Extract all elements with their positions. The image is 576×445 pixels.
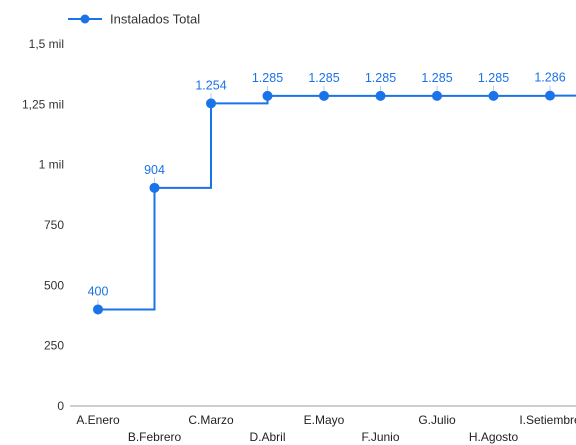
x-tick-label-6: G.Julio	[418, 413, 456, 427]
data-point-7[interactable]	[488, 90, 499, 101]
data-label-1: 904	[144, 163, 165, 177]
data-point-8[interactable]	[545, 90, 555, 101]
y-tick-label-3: 750	[44, 218, 64, 232]
x-tick-label-3: D.Abril	[249, 430, 285, 444]
y-tick-label-0: 0	[57, 399, 64, 413]
data-point-4[interactable]	[319, 90, 329, 101]
y-axis: 0 250 500 750 1 mil 1,25 mil 1,5 mil	[22, 37, 64, 413]
x-tick-label-5: F.Junio	[361, 430, 399, 444]
series-line	[98, 94, 576, 311]
legend-label: Instalados Total	[110, 12, 200, 27]
data-label-8: 1.286	[534, 71, 565, 85]
y-tick-label-5: 1,25 mil	[22, 97, 64, 111]
data-label-7: 1.285	[478, 71, 509, 85]
data-point-3[interactable]	[262, 90, 273, 101]
x-tick-label-0: A.Enero	[76, 413, 120, 427]
data-point-0[interactable]	[93, 304, 103, 315]
data-point-5[interactable]	[375, 90, 386, 101]
data-label-2: 1.254	[195, 78, 226, 92]
data-point-1[interactable]	[149, 182, 160, 193]
x-axis: A.Enero B.Febrero C.Marzo D.Abril E.Mayo F.Ju…	[70, 405, 576, 444]
data-label-0: 400	[88, 284, 109, 298]
data-label-4: 1.285	[308, 71, 339, 85]
x-tick-label-8: I.Setiembre	[519, 413, 576, 427]
y-tick-label-6: 1,5 mil	[29, 37, 64, 51]
legend[interactable]: Instalados Total	[68, 12, 200, 27]
data-point-2[interactable]	[206, 98, 216, 109]
x-tick-label-4: E.Mayo	[304, 413, 345, 427]
y-tick-label-1: 250	[44, 339, 64, 353]
y-tick-label-4: 1 mil	[39, 158, 64, 172]
y-tick-label-2: 500	[44, 278, 64, 292]
data-label-5: 1.285	[365, 71, 396, 85]
data-point-6[interactable]	[432, 90, 442, 101]
x-tick-label-7: H.Agosto	[469, 430, 519, 444]
data-label-6: 1.285	[421, 71, 452, 85]
data-label-3: 1.285	[252, 71, 283, 85]
plot-area: 400 904 1.254 1.285 1.285 1.285 1.285 1.285 1.28…	[88, 71, 576, 315]
legend-marker	[80, 14, 90, 24]
x-tick-label-1: B.Febrero	[128, 430, 182, 444]
x-tick-label-2: C.Marzo	[188, 413, 234, 427]
